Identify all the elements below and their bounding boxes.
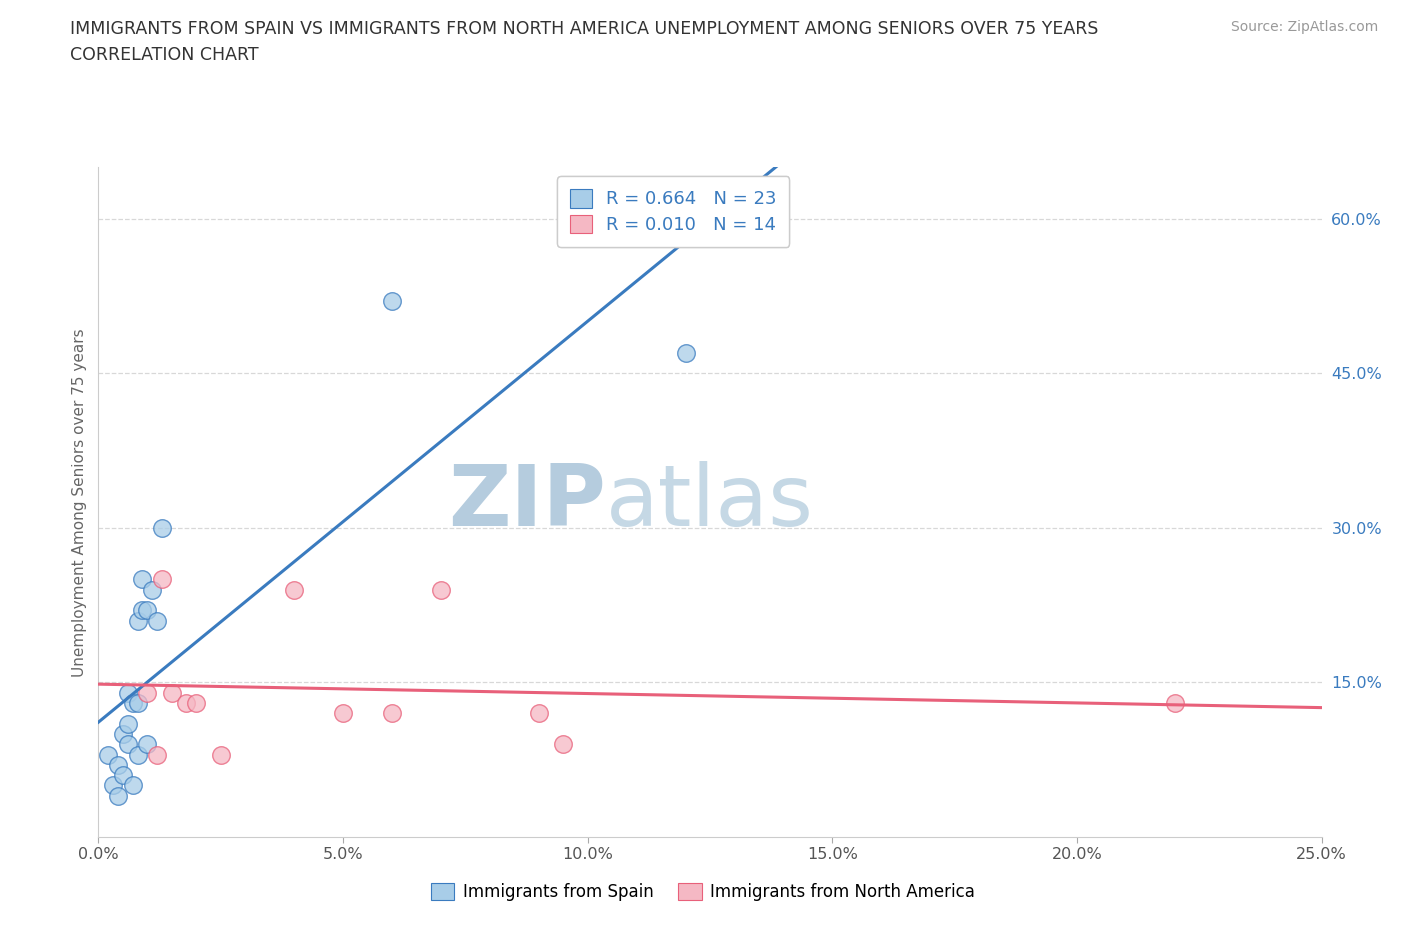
Point	[127, 613, 149, 628]
Legend: Immigrants from Spain, Immigrants from North America: Immigrants from Spain, Immigrants from N…	[425, 876, 981, 908]
Point	[131, 572, 153, 587]
Point	[136, 603, 159, 618]
Point	[381, 706, 404, 721]
Point	[131, 603, 153, 618]
Point	[136, 737, 159, 751]
Point	[1164, 696, 1187, 711]
Legend: R = 0.664   N = 23, R = 0.010   N = 14: R = 0.664 N = 23, R = 0.010 N = 14	[557, 177, 789, 246]
Point	[136, 685, 159, 700]
Point	[150, 521, 173, 536]
Point	[332, 706, 354, 721]
Text: Source: ZipAtlas.com: Source: ZipAtlas.com	[1230, 20, 1378, 34]
Point	[176, 696, 198, 711]
Point	[97, 747, 120, 762]
Point	[117, 716, 139, 731]
Point	[141, 582, 163, 597]
Point	[127, 696, 149, 711]
Point	[553, 737, 575, 751]
Text: atlas: atlas	[606, 460, 814, 544]
Point	[127, 747, 149, 762]
Text: ZIP: ZIP	[449, 460, 606, 544]
Point	[101, 778, 124, 793]
Point	[107, 757, 129, 772]
Point	[146, 747, 169, 762]
Point	[675, 345, 697, 360]
Point	[430, 582, 453, 597]
Text: IMMIGRANTS FROM SPAIN VS IMMIGRANTS FROM NORTH AMERICA UNEMPLOYMENT AMONG SENIOR: IMMIGRANTS FROM SPAIN VS IMMIGRANTS FROM…	[70, 20, 1098, 38]
Point	[209, 747, 232, 762]
Point	[107, 789, 129, 804]
Y-axis label: Unemployment Among Seniors over 75 years: Unemployment Among Seniors over 75 years	[72, 328, 87, 676]
Point	[121, 778, 143, 793]
Point	[111, 768, 134, 783]
Point	[111, 726, 134, 741]
Point	[117, 737, 139, 751]
Point	[527, 706, 550, 721]
Point	[160, 685, 183, 700]
Point	[283, 582, 305, 597]
Point	[117, 685, 139, 700]
Point	[121, 696, 143, 711]
Point	[381, 294, 404, 309]
Point	[146, 613, 169, 628]
Text: CORRELATION CHART: CORRELATION CHART	[70, 46, 259, 64]
Point	[150, 572, 173, 587]
Point	[186, 696, 208, 711]
